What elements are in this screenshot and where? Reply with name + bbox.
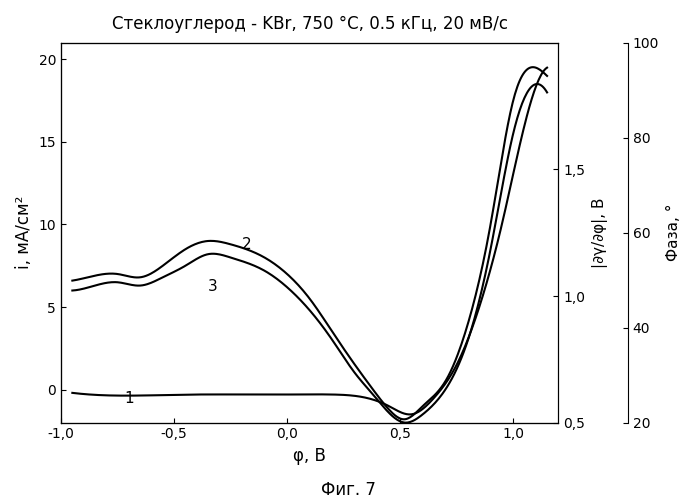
Title: Стеклоуглерод - KBr, 750 °C, 0.5 кГц, 20 мВ/с: Стеклоуглерод - KBr, 750 °C, 0.5 кГц, 20… [112, 15, 507, 33]
Y-axis label: Фаза, °: Фаза, ° [666, 204, 681, 262]
Y-axis label: |∂γ/∂φ|, В: |∂γ/∂φ|, В [592, 198, 608, 268]
Text: Фиг. 7: Фиг. 7 [321, 481, 375, 499]
Text: 2: 2 [242, 237, 251, 252]
Text: 3: 3 [208, 278, 218, 293]
Text: 1: 1 [125, 391, 134, 406]
X-axis label: φ, В: φ, В [293, 447, 326, 465]
Y-axis label: i, мА/см²: i, мА/см² [15, 196, 33, 270]
